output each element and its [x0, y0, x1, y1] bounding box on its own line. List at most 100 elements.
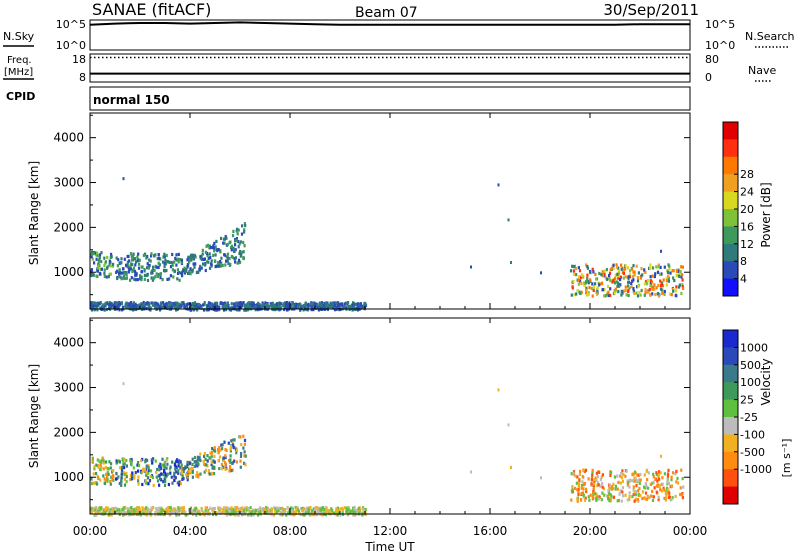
scatter-point — [142, 300, 145, 305]
scatter-point — [239, 249, 242, 254]
scatter-point — [580, 498, 583, 502]
scatter-point — [158, 468, 161, 472]
scatter-point — [169, 506, 172, 510]
scatter-point — [649, 284, 652, 288]
scatter-point — [180, 463, 183, 467]
scatter-point — [172, 511, 175, 515]
scatter-point — [186, 460, 189, 464]
scatter-point — [586, 273, 589, 277]
scatter-point — [252, 508, 255, 512]
scatter-point — [617, 266, 620, 270]
scatter-point — [97, 258, 101, 262]
scatter-point — [99, 467, 102, 471]
scatter-point — [657, 265, 660, 269]
scatter-point — [103, 274, 106, 278]
scatter-point — [228, 241, 231, 245]
scatter-point — [126, 305, 129, 309]
scatter-point — [574, 474, 577, 478]
scatter-point — [164, 476, 167, 480]
scatter-point — [240, 250, 243, 255]
scatter-point — [213, 249, 216, 253]
scatter-point — [613, 291, 616, 295]
scatter-point — [90, 481, 94, 486]
scatter-point — [163, 252, 166, 256]
scatter-point — [215, 301, 219, 305]
scatter-point — [206, 459, 209, 463]
colorbar-tick-label: -25 — [740, 411, 758, 424]
scatter-point — [96, 482, 99, 486]
scatter-point — [138, 262, 141, 266]
scatter-point — [314, 508, 317, 512]
scatter-point — [596, 475, 600, 479]
scatter-point — [570, 269, 573, 273]
scatter-point — [633, 479, 636, 483]
scatter-point — [673, 278, 676, 283]
scatter-point — [324, 513, 328, 517]
scatter-point — [204, 511, 207, 515]
scatter-point — [192, 262, 195, 266]
scatter-point — [626, 266, 630, 270]
colorbar-tick-label: 25 — [740, 394, 754, 407]
scatter-point — [599, 477, 602, 482]
scatter-point — [219, 301, 222, 306]
scatter-point — [112, 507, 115, 511]
scatter-point — [186, 478, 189, 482]
scatter-point — [184, 269, 187, 273]
scatter-point — [599, 484, 602, 488]
colorbar-tick-label: 28 — [740, 168, 754, 181]
scatter-point — [670, 478, 673, 482]
scatter-point — [102, 303, 105, 307]
scatter-point — [200, 506, 203, 511]
scatter-point — [291, 301, 294, 305]
scatter-point — [144, 481, 147, 485]
scatter-point — [206, 243, 209, 247]
scatter-point — [284, 303, 287, 307]
scatter-point — [208, 472, 211, 476]
scatter-point — [667, 495, 670, 499]
scatter-point — [99, 462, 102, 467]
scatter-point — [210, 460, 213, 465]
scatter-point — [571, 264, 574, 268]
scatter-point — [120, 301, 123, 305]
scatter-point — [215, 239, 218, 243]
scatter-point — [150, 474, 154, 478]
scatter-point — [174, 467, 177, 471]
scatter-point — [641, 496, 644, 501]
scatter-point — [319, 508, 322, 512]
scatter-point — [578, 472, 581, 476]
scatter-point — [608, 484, 612, 488]
noise-right-label: N.Search — [745, 30, 795, 43]
scatter-point — [154, 510, 157, 515]
scatter-point — [203, 257, 206, 261]
scatter-point — [100, 458, 103, 462]
scatter-point — [173, 302, 176, 306]
scatter-point — [142, 467, 145, 471]
scatter-point — [243, 450, 246, 454]
scatter-point — [155, 475, 158, 479]
scatter-point — [163, 261, 166, 265]
scatter-point — [660, 454, 662, 458]
scatter-point — [681, 285, 684, 289]
scatter-point — [114, 304, 117, 308]
scatter-point — [166, 260, 169, 264]
scatter-point — [590, 477, 593, 481]
scatter-point — [111, 264, 114, 268]
scatter-point — [606, 277, 609, 281]
scatter-point — [318, 301, 321, 305]
scatter-point — [243, 508, 246, 512]
scatter-point — [180, 272, 183, 276]
scatter-point — [637, 492, 640, 497]
scatter-point — [208, 266, 212, 270]
scatter-point — [219, 506, 222, 510]
scatter-point — [140, 270, 143, 274]
scatter-point — [643, 270, 646, 274]
scatter-point — [570, 498, 573, 502]
scatter-point — [670, 484, 673, 488]
scatter-point — [187, 470, 190, 474]
scatter-point — [129, 252, 133, 256]
scatter-point — [122, 463, 125, 467]
scatter-point — [284, 306, 287, 310]
scatter-point — [243, 244, 246, 248]
scatter-point — [245, 506, 248, 510]
scatter-point — [136, 305, 139, 309]
